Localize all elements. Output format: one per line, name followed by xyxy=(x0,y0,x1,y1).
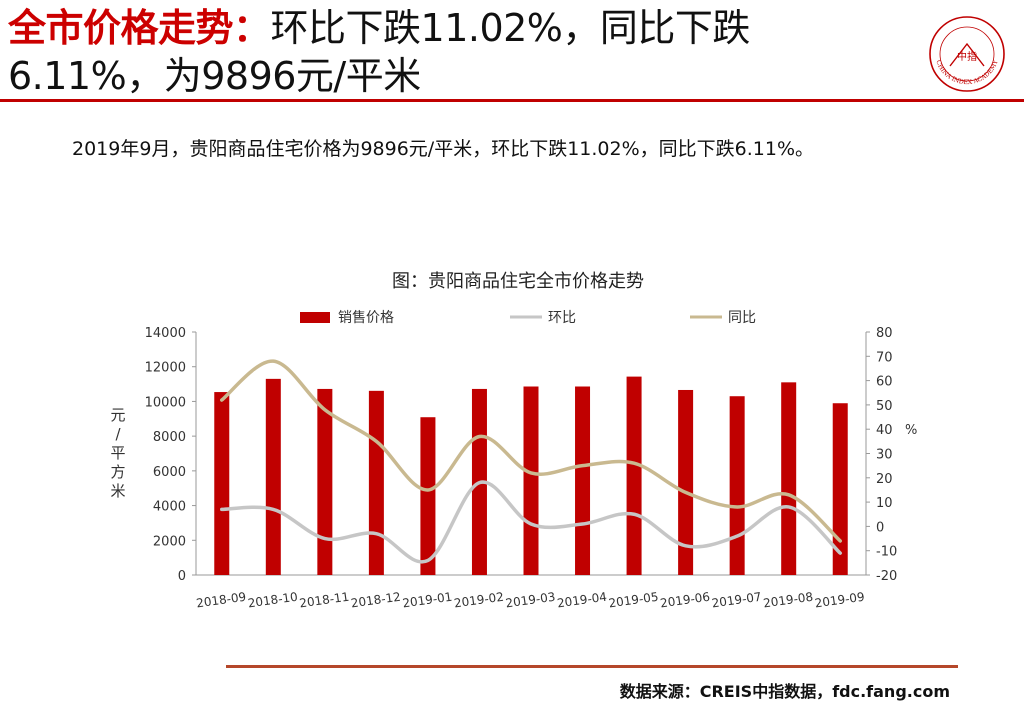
page-title: 全市价格走势：环比下跌11.02%，同比下跌 6.11%，为9896元/平米 xyxy=(8,4,888,100)
legend-swatch-0 xyxy=(300,312,330,323)
left-tick-label: 14000 xyxy=(145,326,186,341)
right-tick-label: 80 xyxy=(876,326,893,341)
right-tick-label: 40 xyxy=(876,423,893,438)
series-line-0 xyxy=(220,480,842,564)
x-tick-label: 2019-03 xyxy=(505,590,557,611)
left-tick-label: 12000 xyxy=(145,361,186,376)
right-tick-label: -10 xyxy=(876,545,897,560)
right-tick-label: 50 xyxy=(876,399,893,414)
bar-2018-09 xyxy=(214,392,230,575)
bar-2018-10 xyxy=(265,378,281,575)
x-tick-label: 2019-09 xyxy=(814,590,866,611)
bar-2019-07 xyxy=(729,396,745,575)
legend-label-0: 销售价格 xyxy=(338,310,394,326)
x-tick-label: 2018-12 xyxy=(350,590,402,611)
page-title-line2: 6.11%，为9896元/平米 xyxy=(8,54,421,98)
bar-2019-01 xyxy=(420,417,436,575)
left-tick-label: 10000 xyxy=(145,395,186,410)
x-tick-label: 2018-10 xyxy=(247,590,299,611)
bar-2019-08 xyxy=(781,382,797,575)
bar-2019-06 xyxy=(678,389,694,575)
bar-2019-04 xyxy=(575,386,591,575)
left-tick-label: 8000 xyxy=(153,430,186,445)
china-index-academy-logo: 中指 CHINA INDEX ACADEMY xyxy=(929,16,1005,92)
title-divider xyxy=(0,99,1024,102)
legend-label-2: 同比 xyxy=(728,310,756,326)
series-line-1 xyxy=(220,359,842,543)
x-tick-label: 2018-09 xyxy=(195,590,247,611)
x-tick-label: 2019-04 xyxy=(556,590,608,611)
bar-2019-05 xyxy=(626,376,642,575)
svg-text:中指: 中指 xyxy=(957,50,977,63)
page-title-highlight: 全市价格走势： xyxy=(8,6,271,50)
bar-2019-09 xyxy=(832,403,848,575)
bar-2018-11 xyxy=(317,388,333,575)
summary-text: 2019年9月，贵阳商品住宅价格为9896元/平米，环比下跌11.02%，同比下… xyxy=(72,138,815,160)
right-tick-label: 10 xyxy=(876,496,893,511)
right-axis-label: % xyxy=(905,423,917,438)
x-tick-label: 2018-11 xyxy=(298,590,350,611)
page-title-line1: 环比下跌11.02%，同比下跌 xyxy=(270,6,751,50)
left-tick-label: 0 xyxy=(178,569,186,584)
right-tick-label: 70 xyxy=(876,350,893,365)
x-tick-label: 2019-02 xyxy=(453,590,505,611)
x-tick-label: 2019-01 xyxy=(402,590,454,611)
bar-2019-03 xyxy=(523,386,539,575)
right-tick-label: -20 xyxy=(876,569,897,584)
right-tick-label: 0 xyxy=(876,520,884,535)
left-axis-label: 元/平方米 xyxy=(110,406,125,500)
right-tick-label: 20 xyxy=(876,472,893,487)
right-tick-label: 30 xyxy=(876,448,893,463)
footer-divider xyxy=(226,665,958,668)
x-tick-label: 2019-07 xyxy=(711,590,763,611)
x-tick-label: 2019-08 xyxy=(762,590,814,611)
chart-title: 图：贵阳商品住宅全市价格走势 xyxy=(392,271,644,292)
left-tick-label: 6000 xyxy=(153,465,186,480)
x-tick-label: 2019-06 xyxy=(659,590,711,611)
right-tick-label: 60 xyxy=(876,375,893,390)
left-tick-label: 2000 xyxy=(153,534,186,549)
data-source: 数据来源：CREIS中指数据，fdc.fang.com xyxy=(619,682,950,701)
x-tick-label: 2019-05 xyxy=(608,590,660,611)
legend-label-1: 环比 xyxy=(548,310,576,326)
bar-2018-12 xyxy=(368,390,384,575)
left-tick-label: 4000 xyxy=(153,500,186,515)
